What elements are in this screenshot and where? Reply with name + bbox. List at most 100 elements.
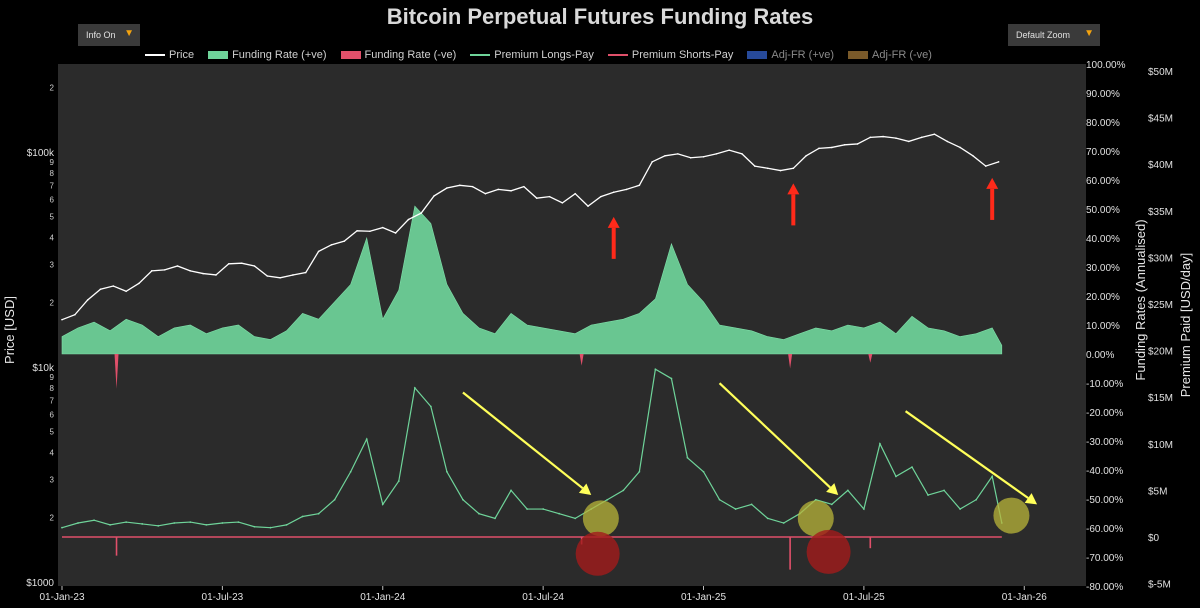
price-point <box>946 140 949 143</box>
x-tick-label: 01-Jan-25 <box>681 592 726 603</box>
funding-tick-label: -30.00% <box>1086 437 1123 448</box>
x-tick-label: 01-Jan-24 <box>360 592 405 603</box>
premium-longs-point <box>975 498 978 501</box>
premium-longs-point <box>429 405 432 408</box>
premium-longs-point <box>526 508 528 510</box>
legend-label: Premium Longs-Pay <box>494 49 594 61</box>
chart-title: Bitcoin Perpetual Futures Funding Rates <box>386 4 814 29</box>
premium-longs-point <box>189 521 192 523</box>
price-point <box>689 156 692 159</box>
price-point <box>766 167 769 170</box>
price-point <box>831 146 833 149</box>
arrow-shaft <box>904 410 1029 499</box>
price-point <box>433 195 435 197</box>
axes-group: 01-Jan-23 01-Jul-23 01-Jan-24 01-Jul-24 01-J… <box>2 60 1193 603</box>
arrow-head <box>787 183 800 195</box>
legend-item[interactable]: Funding Rate (+ve) <box>208 49 327 61</box>
price-minor-tick-label: 7 <box>50 396 55 405</box>
price-minor-tick-label: 5 <box>50 213 55 222</box>
premium-longs-point <box>221 522 224 524</box>
x-tick-label: 01-Jul-25 <box>843 592 885 603</box>
premium-longs-point <box>862 508 865 510</box>
price-point <box>664 155 666 157</box>
zoom-select-label: Default Zoom <box>1016 30 1071 40</box>
premium-tick-label: $50M <box>1148 67 1173 78</box>
funding-tick-label: 50.00% <box>1086 205 1120 216</box>
price-line <box>61 133 999 321</box>
price-point <box>638 184 641 187</box>
price-point <box>972 155 974 157</box>
premium-longs-point <box>301 515 304 518</box>
legend-item[interactable]: Adj-FR (+ve) <box>747 49 834 61</box>
price-point <box>407 218 410 221</box>
funding-negative-spike <box>788 354 793 369</box>
price-point <box>548 195 551 198</box>
premium-longs-line <box>61 368 1003 529</box>
price-point <box>561 202 564 204</box>
legend-item[interactable]: Funding Rate (-ve) <box>340 49 457 61</box>
price-point <box>702 155 705 158</box>
info-toggle-button[interactable]: Info On ▼ <box>78 24 140 46</box>
price-axis-title: Price [USD] <box>2 296 17 364</box>
price-point <box>484 192 487 195</box>
price-point <box>792 167 795 170</box>
arrow-head <box>986 177 999 189</box>
legend-item[interactable]: Premium Shorts-Pay <box>607 49 733 61</box>
premium-longs-point <box>365 438 368 441</box>
legend-label: Adj-FR (-ve) <box>872 49 932 61</box>
price-point <box>882 135 884 138</box>
funding-tick-label: 0.00% <box>1086 350 1114 361</box>
funding-negative-spike <box>114 354 119 389</box>
legend-swatch <box>607 54 628 56</box>
premium-axis-title: Premium Paid [USD/day] <box>1178 253 1193 398</box>
arrow-head <box>578 483 592 496</box>
premium-longs-point <box>830 503 833 506</box>
x-tick-label: 01-Jan-23 <box>39 592 84 603</box>
legend-swatch <box>747 51 768 59</box>
premium-longs-point <box>991 475 994 478</box>
premium-longs-point <box>77 522 79 524</box>
funding-tick-label: 90.00% <box>1086 89 1120 100</box>
price-point <box>99 288 102 291</box>
premium-longs-point <box>237 521 240 523</box>
premium-longs-point <box>333 498 336 501</box>
zoom-select-button[interactable]: Default Zoom ▼ <box>1008 24 1100 46</box>
legend-item[interactable]: Premium Longs-Pay <box>470 49 594 61</box>
premium-longs-point <box>638 470 641 473</box>
premium-longs-point <box>686 456 689 459</box>
funding-tick-label: -40.00% <box>1086 466 1123 477</box>
price-point <box>677 153 679 155</box>
arrow-head <box>1024 493 1038 505</box>
legend-label: Price <box>169 49 195 61</box>
price-point <box>240 262 243 264</box>
price-point <box>394 232 397 234</box>
premium-longs-point <box>93 519 95 522</box>
premium-tick-label: $25M <box>1148 300 1173 311</box>
price-point <box>728 149 730 151</box>
legend-label: Funding Rate (+ve) <box>232 49 327 61</box>
premium-longs-point <box>397 480 400 482</box>
premium-longs-point <box>750 503 753 506</box>
price-point <box>369 230 371 233</box>
price-point <box>317 250 320 253</box>
price-point <box>446 187 448 189</box>
premium-longs-point <box>943 489 945 492</box>
yellow-highlight-circle <box>993 497 1030 534</box>
legend-swatch <box>470 54 491 56</box>
yellow-highlight-circle <box>797 500 834 537</box>
price-point <box>215 274 217 276</box>
legend-swatch <box>340 51 361 59</box>
premium-longs-point <box>911 466 913 468</box>
price-minor-tick-label: 4 <box>50 234 55 243</box>
x-tick-label: 01-Jul-24 <box>522 592 564 603</box>
legend-item[interactable]: Price <box>145 49 194 61</box>
legend-label: Funding Rate (-ve) <box>364 49 457 61</box>
legend-item[interactable]: Adj-FR (-ve) <box>848 49 932 61</box>
premium-tick-label: $10M <box>1148 440 1173 451</box>
price-point <box>856 143 859 145</box>
premium-longs-point <box>574 517 577 520</box>
price-point <box>574 192 577 195</box>
yellow-trend-arrow <box>718 382 839 496</box>
funding-tick-label: -10.00% <box>1086 379 1123 390</box>
price-point <box>510 189 512 192</box>
